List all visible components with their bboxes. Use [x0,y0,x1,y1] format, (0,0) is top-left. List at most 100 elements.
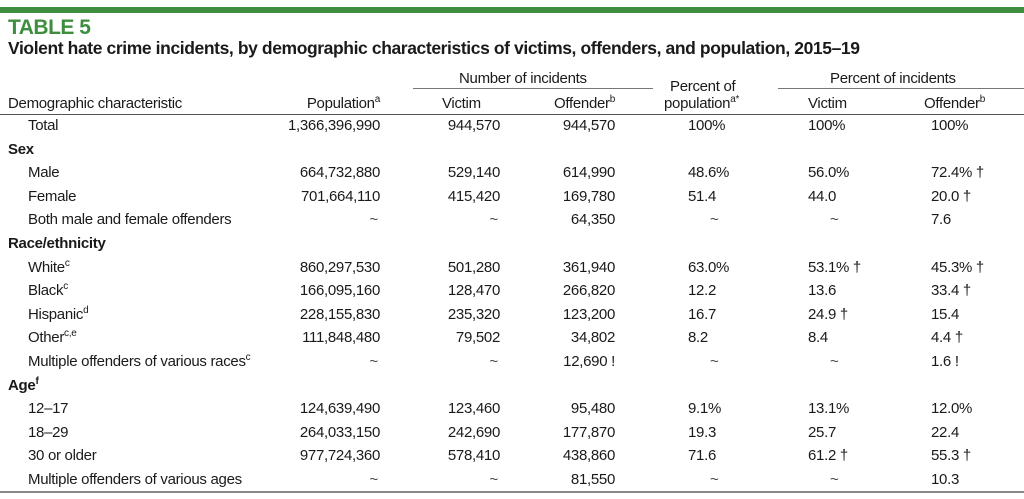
header-text: Population [306,95,375,112]
header-group-rule [778,88,1024,89]
section-header-row: Agef [0,376,1024,401]
cell-pct-population: ~ [710,353,719,370]
cell-pct-offender: 1.6 ! [931,353,959,370]
row-label: Total [28,117,58,134]
table-row: 30 or older 977,724,360 578,410 438,860 71.6… [0,447,1024,471]
header-percent-of-population: populationa* [664,95,739,113]
row-label: Sex [8,141,34,158]
cell-pct-offender: 45.3% † [931,258,984,276]
header-group-rule [413,88,653,89]
row-label: Multiple offenders of various racesc [28,352,251,371]
cell-offender: 81,550 [570,471,615,488]
row-label: 18–29 [28,423,69,441]
cell-pct-offender: 33.4 † [931,282,971,300]
row-label-text: 12–17 [28,400,69,418]
footnote-marker: b [609,94,616,105]
cell-pct-victim: 25.7 [808,423,836,441]
footnote-marker: c [63,281,68,293]
cell-pct-victim: 44.0 [808,187,836,205]
table-row: Multiple offenders of various ages ~ ~81,5… [0,471,1024,495]
cell-offender: 266,820 [562,282,615,300]
header-demographic-characteristic: Demographic characteristic [8,95,182,112]
row-label: Blackc [28,281,68,300]
row-label: Race/ethnicity [8,235,106,252]
cell-population: 664,732,880 [299,164,380,182]
cell-pct-population: 16.7 [688,305,716,323]
cell-pct-population: 8.2 [688,329,708,347]
cell-victim: 529,140 [447,164,500,182]
total-row: Total 1,366,396,990 944,570 944,570 100% 100%… [0,117,1024,141]
cell-pct-offender: 12.0% [931,400,973,418]
cell-pct-victim: 61.2 † [808,447,848,465]
cell-population: 860,297,530 [299,258,380,276]
table-title: Violent hate crime incidents, by demogra… [8,38,860,58]
cell-pct-victim: 53.1% † [808,258,861,276]
table-row: 12–17 124,639,490 123,460 95,480 9.1% 13.1% 12… [0,400,1024,424]
cell-offender: 614,990 [562,164,615,182]
cell-offender: 169,780 [562,187,615,205]
table-label: TABLE 5 [8,16,91,39]
row-label-text: Female [28,187,77,205]
cell-population: 166,095,160 [299,282,380,300]
row-label: 30 or older [28,447,97,465]
section-header-row: Race/ethnicity [0,235,1024,259]
cell-pct-victim: ~ [830,353,839,370]
footnote-marker: d [83,304,89,316]
cell-population: ~ [369,471,379,488]
row-label-text: Sex [8,140,34,158]
row-label-text: Both male and female offenders [28,211,232,229]
footnote-marker: c [245,352,251,363]
header-pct-victim: Victim [808,95,847,112]
cell-pct-victim: 100% [808,117,846,134]
top-accent-bar [0,7,1024,13]
table-row: Multiple offenders of various racesc ~ ~12… [0,353,1024,377]
header-population: Populationa [306,94,381,113]
header-text: Offender [924,95,980,112]
cell-pct-population: 9.1% [688,400,721,418]
header-percent-of-incidents: Percent of incidents [830,70,956,87]
row-label-text: Race/ethnicity [8,235,106,252]
cell-pct-victim: ~ [830,471,839,488]
table-row: Male 664,732,880 529,140 614,990 48.6% 56.0% 7… [0,164,1024,188]
row-label: Female [28,187,77,205]
cell-population: 228,155,830 [299,305,380,323]
row-label: Hispanicd [28,304,89,323]
footnote-marker: a [374,94,381,105]
cell-pct-population: ~ [710,211,719,229]
cell-pct-population: 51.4 [688,187,716,205]
footnote-marker: c,e [64,328,77,340]
cell-pct-offender: 15.4 [931,305,959,323]
cell-victim: 123,460 [447,400,500,418]
cell-pct-victim: 13.6 [808,282,836,300]
cell-pct-population: 19.3 [688,423,716,441]
header-number-of-incidents: Number of incidents [459,70,587,87]
header-text: population [664,95,731,112]
cell-offender: 438,860 [562,447,615,465]
header-percent-of-line1: Percent of [670,78,736,95]
row-label: Agef [8,376,39,394]
table-row: Both male and female offenders ~ ~64,350 ~ ~… [0,211,1024,235]
header-pct-offender: Offenderb [924,94,986,113]
cell-population: ~ [369,353,379,370]
row-label-text: Age [8,376,36,394]
cell-population: ~ [369,211,379,229]
cell-pct-offender: 10.3 [931,471,959,488]
row-label-text: 30 or older [28,447,97,465]
row-label-text: Black [28,282,64,300]
cell-population: 977,724,360 [299,447,380,465]
cell-pct-offender: 20.0 † [931,187,971,205]
cell-victim: ~ [489,353,499,370]
cell-victim: 944,570 [447,117,500,134]
cell-pct-victim: 13.1% [808,400,850,418]
row-label-text: 18–29 [28,423,69,441]
header-offender: Offenderb [554,94,616,113]
cell-offender: 944,570 [562,117,615,134]
row-label-text: Multiple offenders of various ages [28,471,242,488]
cell-victim: 235,320 [447,305,500,323]
cell-offender: 123,200 [562,305,615,323]
footnote-marker: b [979,94,986,105]
row-label: Otherc,e [28,328,77,347]
header-bottom-rule [0,114,1024,115]
cell-pct-population: 71.6 [688,447,716,465]
header-victim: Victim [442,95,481,112]
